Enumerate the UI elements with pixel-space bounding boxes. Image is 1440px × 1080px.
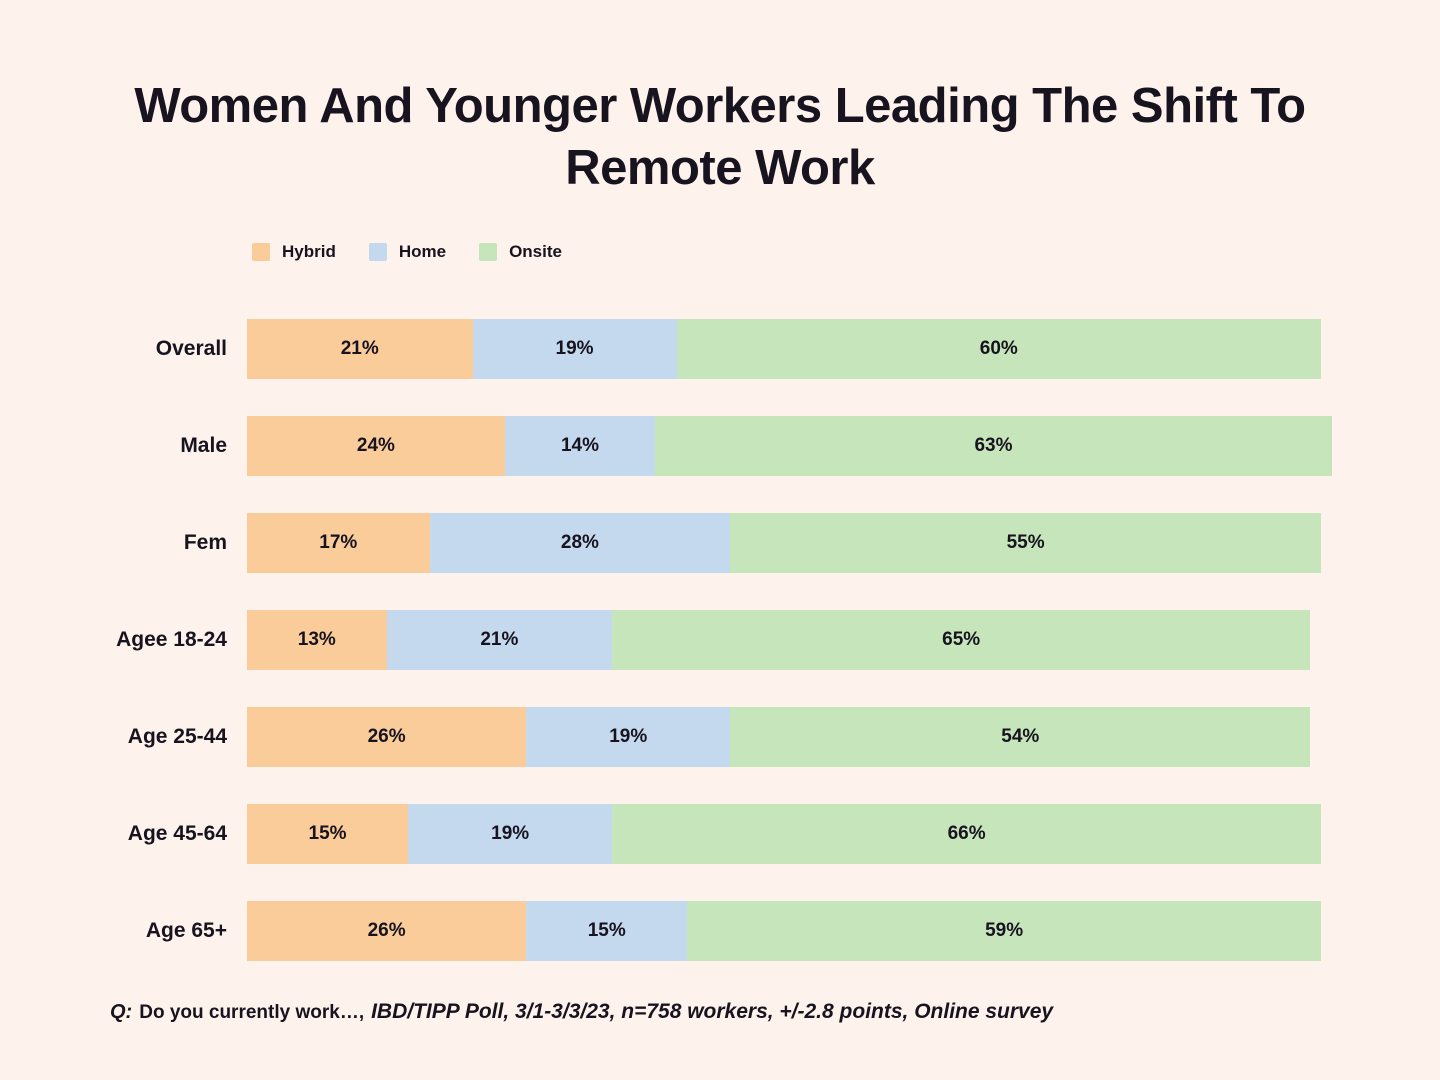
bar-segment-home: 28% xyxy=(429,513,731,573)
stacked-bar: 26% 19% 54% xyxy=(247,707,1311,767)
bar-row: Male 24% 14% 63% xyxy=(0,416,1332,476)
segment-value: 66% xyxy=(947,823,986,844)
bar-segment-hybrid: 26% xyxy=(247,707,527,767)
legend-item-onsite: Onsite xyxy=(479,242,562,262)
segment-value: 26% xyxy=(367,920,406,941)
bar-row: Fem 17% 28% 55% xyxy=(0,513,1332,573)
category-label: Age 65+ xyxy=(145,919,227,942)
segment-value: 15% xyxy=(308,823,347,844)
category-label: Fem xyxy=(183,531,227,554)
bar-row: Age 45-64 15% 19% 66% xyxy=(0,804,1332,864)
category-label: Overall xyxy=(155,337,227,360)
category-label: Age 45-64 xyxy=(127,822,227,845)
category-label: Male xyxy=(180,434,227,457)
segment-value: 59% xyxy=(985,920,1024,941)
legend-swatch-icon xyxy=(368,243,387,261)
bar-row: Overall 21% 19% 60% xyxy=(0,319,1332,379)
bar-segment-onsite: 60% xyxy=(676,319,1321,379)
stacked-bar: 24% 14% 63% xyxy=(247,416,1332,476)
bar-segment-onsite: 66% xyxy=(612,804,1321,864)
segment-value: 28% xyxy=(560,532,599,553)
segment-value: 65% xyxy=(942,629,981,650)
segment-value: 13% xyxy=(297,629,336,650)
segment-value: 17% xyxy=(319,532,358,553)
legend-label: Onsite xyxy=(509,242,562,261)
category-label: Age 25-44 xyxy=(127,725,227,748)
stacked-bar: 15% 19% 66% xyxy=(247,804,1321,864)
segment-value: 26% xyxy=(367,726,406,747)
segment-value: 24% xyxy=(356,435,395,456)
bar-segment-home: 19% xyxy=(472,319,677,379)
bar-segment-home: 19% xyxy=(526,707,731,767)
source-note: Q: Do you currently work…, IBD/TIPP Poll, … xyxy=(110,1000,1053,1024)
legend-label: Hybrid xyxy=(282,242,336,261)
bar-segment-hybrid: 26% xyxy=(247,901,527,961)
stacked-bar: 13% 21% 65% xyxy=(247,610,1311,670)
question-text: Do you currently work…, xyxy=(139,1002,365,1023)
bar-segment-onsite: 54% xyxy=(730,707,1311,767)
segment-value: 55% xyxy=(1006,532,1045,553)
bar-row: Agee 18-24 13% 21% 65% xyxy=(0,610,1332,670)
bar-segment-hybrid: 17% xyxy=(247,513,430,573)
segment-value: 19% xyxy=(555,338,594,359)
legend-swatch-icon xyxy=(252,243,270,261)
stacked-bar: 26% 15% 59% xyxy=(247,901,1321,961)
bar-segment-hybrid: 21% xyxy=(247,319,473,379)
legend-item-hybrid: Hybrid xyxy=(252,242,336,262)
stacked-bar: 17% 28% 55% xyxy=(247,513,1321,573)
segment-value: 54% xyxy=(1001,726,1040,747)
segment-value: 63% xyxy=(974,435,1013,456)
bar-row: Age 25-44 26% 19% 54% xyxy=(0,707,1332,767)
legend-swatch-icon xyxy=(479,243,498,261)
bar-segment-hybrid: 13% xyxy=(247,610,387,670)
segment-value: 19% xyxy=(491,823,530,844)
legend: Hybrid Home Onsite xyxy=(252,242,562,262)
bar-segment-home: 15% xyxy=(526,901,688,961)
stacked-bar: 21% 19% 60% xyxy=(247,319,1321,379)
stacked-bar-chart: Overall 21% 19% 60% Male 24% 14% 63% Fem 17% 28% 55… xyxy=(0,319,1332,998)
bar-segment-onsite: 65% xyxy=(612,610,1311,670)
question-label: Q: xyxy=(110,1001,133,1023)
segment-value: 19% xyxy=(609,726,648,747)
bar-segment-home: 14% xyxy=(504,416,656,476)
segment-value: 21% xyxy=(340,338,379,359)
segment-value: 15% xyxy=(587,920,626,941)
chart-title: Women And Younger Workers Leading The Sh… xyxy=(134,79,1306,195)
segment-value: 21% xyxy=(480,629,519,650)
legend-item-home: Home xyxy=(368,242,447,262)
segment-value: 60% xyxy=(979,338,1018,359)
bar-segment-hybrid: 24% xyxy=(247,416,505,476)
bar-row: Age 65+ 26% 15% 59% xyxy=(0,901,1332,961)
bar-segment-onsite: 63% xyxy=(655,416,1332,476)
legend-label: Home xyxy=(398,242,447,261)
bar-segment-onsite: 59% xyxy=(687,901,1321,961)
category-label: Agee 18-24 xyxy=(116,628,227,651)
segment-value: 14% xyxy=(560,435,599,456)
bar-segment-home: 21% xyxy=(386,610,613,670)
bar-segment-onsite: 55% xyxy=(730,513,1321,573)
source-text: IBD/TIPP Poll, 3/1-3/3/23, n=758 workers… xyxy=(371,1000,1054,1023)
bar-segment-hybrid: 15% xyxy=(247,804,409,864)
bar-segment-home: 19% xyxy=(408,804,613,864)
